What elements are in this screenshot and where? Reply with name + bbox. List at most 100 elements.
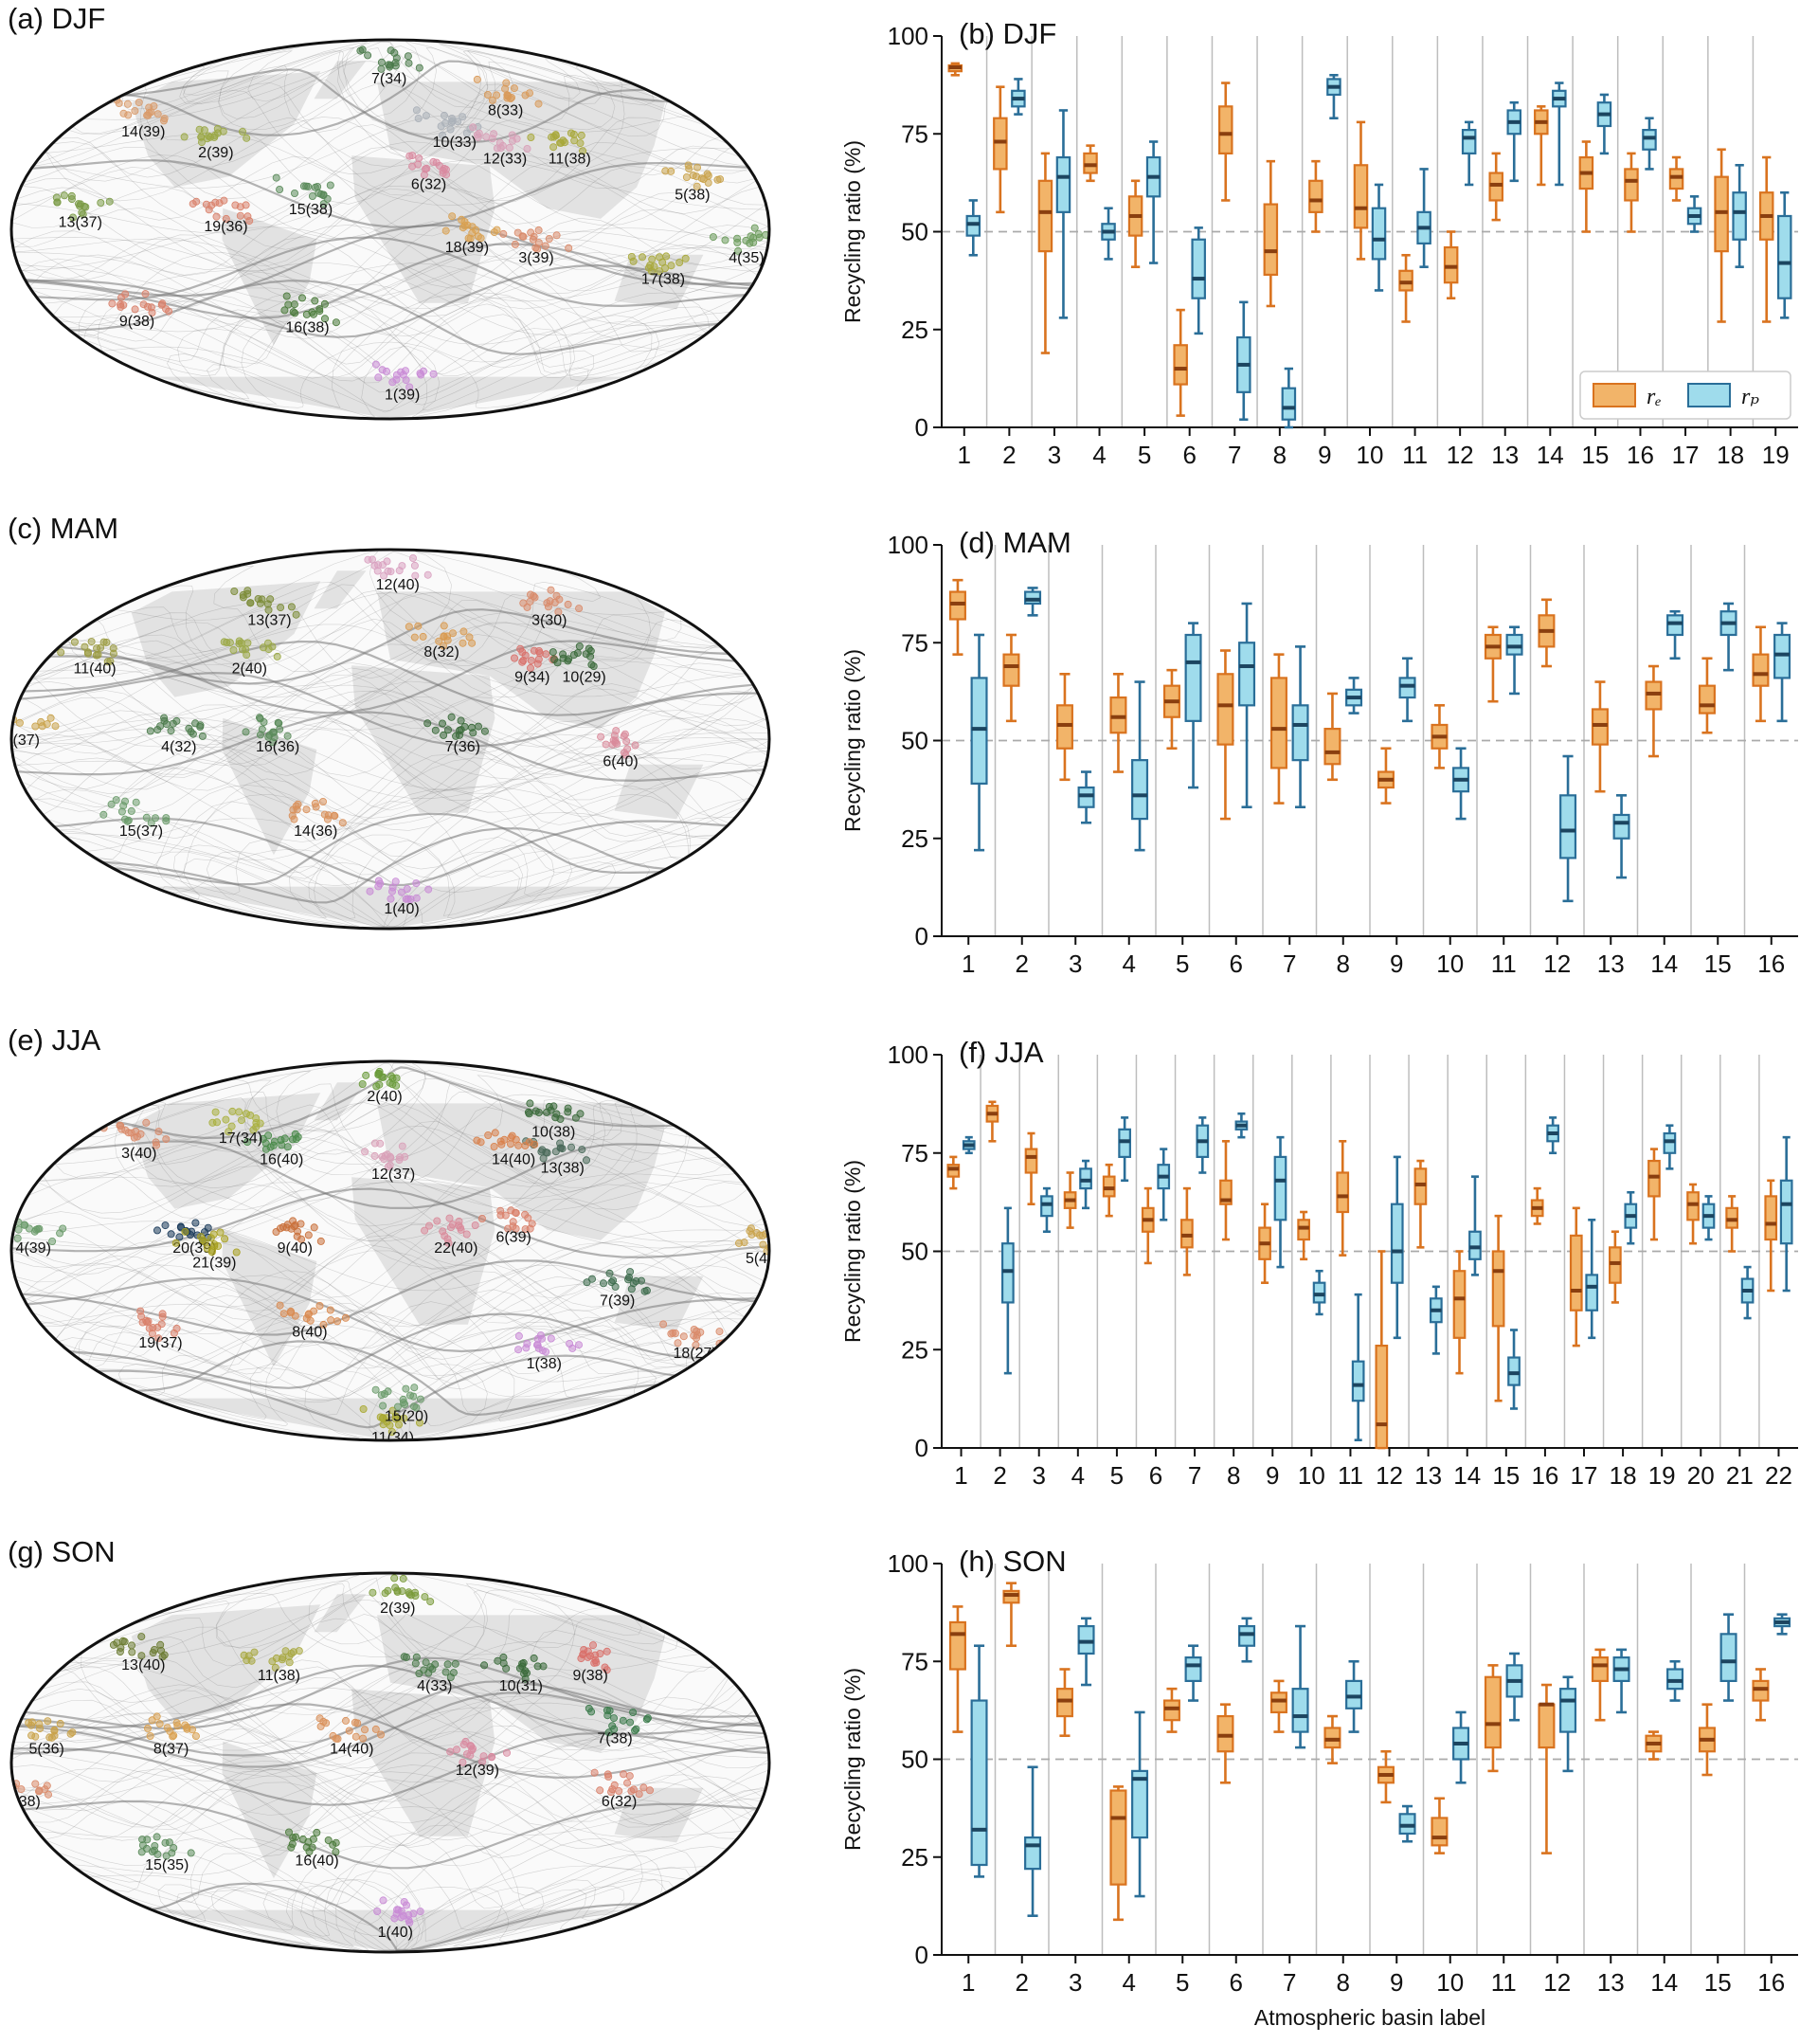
- basin-point: [20, 1221, 28, 1229]
- x-tick-label: 10: [1436, 1968, 1464, 1997]
- basin-point: [380, 571, 388, 580]
- x-tick-label: 16: [1757, 950, 1785, 978]
- x-tick-label: 15: [1704, 1968, 1732, 1997]
- basin-13: 13(37): [230, 587, 300, 629]
- basin-2: 2(39): [180, 124, 251, 161]
- basin-point: [549, 143, 558, 152]
- basin-point: [108, 299, 117, 308]
- iqr-box: [1118, 1128, 1131, 1158]
- basin-point: [68, 1728, 77, 1737]
- basin-point: [392, 1081, 401, 1090]
- iqr-box: [1238, 1624, 1256, 1647]
- box-re-15: [1698, 1703, 1716, 1777]
- iqr-box: [1323, 1727, 1341, 1749]
- basin-point: [377, 64, 386, 73]
- trajectory-line: [27, 1149, 748, 1230]
- y-tick-label: 100: [888, 531, 928, 559]
- basin-point: [173, 1722, 182, 1730]
- basin-point: [388, 883, 397, 892]
- basin-point: [405, 1918, 414, 1926]
- basin-2: 2(39): [369, 1574, 435, 1617]
- basin-label: 3(40): [121, 1146, 156, 1162]
- iqr-box: [1002, 653, 1020, 687]
- basin-point: [359, 1734, 368, 1743]
- trajectory-line: [27, 1276, 758, 1353]
- iqr-box: [1312, 1281, 1326, 1304]
- box-rp-21: [1740, 1265, 1755, 1320]
- basin-point: [638, 1276, 646, 1285]
- basin-point: [431, 726, 440, 734]
- basin-1: 1(40): [373, 1896, 424, 1941]
- land-mass: [131, 1604, 321, 1721]
- trajectory-line: [41, 1659, 736, 1740]
- trajectory-line: [11, 674, 767, 755]
- basin-point: [411, 571, 420, 580]
- iqr-box: [1273, 1155, 1287, 1221]
- basin-point: [56, 1719, 64, 1727]
- basin-14: 14(40): [473, 1129, 539, 1167]
- trajectory-line: [30, 1738, 752, 1824]
- basin-5: 5(36): [25, 1717, 77, 1758]
- box-re-12: [1443, 230, 1459, 300]
- basin-point: [579, 1651, 587, 1659]
- basin-point: [332, 318, 340, 327]
- trajectory-line: [12, 188, 768, 267]
- iqr-box: [1055, 155, 1071, 213]
- basin-point: [230, 588, 239, 596]
- legend-swatch-re: [1593, 383, 1636, 407]
- y-tick-label: 100: [888, 1040, 928, 1069]
- basin-point: [545, 234, 553, 243]
- y-tick-label: 0: [915, 1434, 928, 1462]
- iqr-box: [1024, 1148, 1038, 1174]
- box-rp-19: [1663, 1124, 1677, 1170]
- trajectory-line: [206, 551, 602, 624]
- basin-point: [514, 1346, 523, 1354]
- basin-point: [420, 171, 428, 179]
- basin-point: [103, 658, 112, 666]
- basin-point: [564, 1108, 572, 1116]
- basin-point: [544, 603, 552, 611]
- basin-point: [512, 1209, 520, 1218]
- box-rp-5: [1145, 140, 1161, 264]
- basin-6: 6(40): [597, 727, 639, 769]
- basin-point: [305, 1848, 314, 1856]
- trajectory-line: [61, 812, 712, 886]
- box-re-7: [1180, 1186, 1194, 1276]
- basin-point: [137, 1652, 146, 1660]
- trajectory-line: [31, 618, 747, 698]
- trajectory-line: [58, 262, 720, 333]
- trajectory-line: [16, 1768, 766, 1849]
- box-re-4: [1109, 1785, 1127, 1922]
- land-mass: [222, 1741, 317, 1879]
- basin-point: [146, 727, 154, 735]
- x-tick-label: 15: [1704, 950, 1732, 978]
- basin-point: [559, 650, 567, 659]
- basin-point: [272, 173, 280, 182]
- box-rp-3: [1040, 1186, 1053, 1234]
- basin-point: [135, 99, 143, 107]
- trajectory-line: [15, 731, 763, 812]
- basin-point: [315, 305, 324, 314]
- basin-11: 11(38): [240, 1647, 303, 1684]
- basin-label: 1(40): [378, 1925, 413, 1941]
- basin-point: [283, 732, 292, 740]
- basin-point: [553, 659, 562, 667]
- basin-point: [474, 722, 482, 731]
- basin-point: [402, 1901, 410, 1909]
- box-re-3: [1055, 1668, 1073, 1738]
- y-tick-label: 0: [915, 922, 928, 950]
- trajectory-line: [87, 1865, 689, 1936]
- basin-point: [211, 1108, 220, 1116]
- trajectory-line: [51, 623, 736, 698]
- iqr-box: [1191, 238, 1206, 299]
- basin-point: [147, 819, 155, 827]
- basin-point: [522, 1344, 531, 1352]
- basin-point: [191, 1219, 200, 1227]
- basin-point: [128, 1648, 136, 1656]
- trajectory-line: [111, 1324, 679, 1398]
- basin-point: [682, 172, 691, 181]
- basin-point: [577, 131, 585, 139]
- trajectory-line: [11, 1764, 769, 1850]
- basin-point: [713, 175, 722, 184]
- basin-point: [0, 716, 5, 723]
